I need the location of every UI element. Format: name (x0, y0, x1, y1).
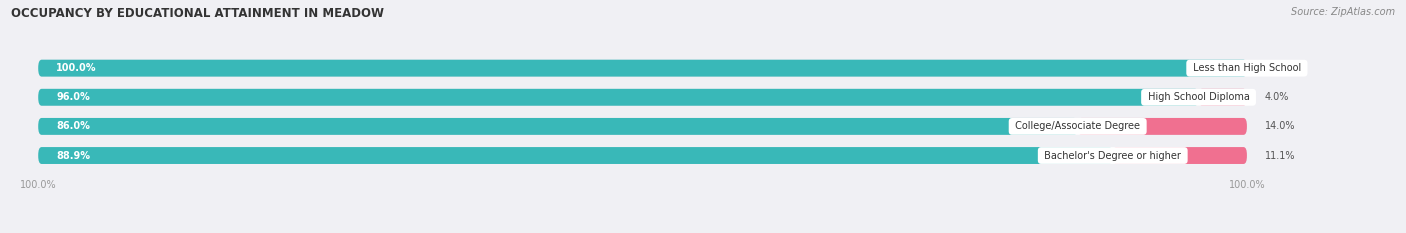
FancyBboxPatch shape (38, 60, 1247, 77)
Text: 11.1%: 11.1% (1265, 151, 1295, 161)
FancyBboxPatch shape (38, 60, 1247, 77)
FancyBboxPatch shape (1112, 147, 1247, 164)
FancyBboxPatch shape (38, 89, 1247, 106)
Text: 86.0%: 86.0% (56, 121, 90, 131)
FancyBboxPatch shape (38, 118, 1077, 135)
Text: OCCUPANCY BY EDUCATIONAL ATTAINMENT IN MEADOW: OCCUPANCY BY EDUCATIONAL ATTAINMENT IN M… (11, 7, 384, 20)
FancyBboxPatch shape (38, 89, 1198, 106)
FancyBboxPatch shape (1077, 118, 1247, 135)
Text: 100.0%: 100.0% (20, 180, 56, 190)
Text: High School Diploma: High School Diploma (1144, 92, 1253, 102)
Text: 100.0%: 100.0% (56, 63, 97, 73)
Text: 100.0%: 100.0% (1229, 180, 1265, 190)
Text: College/Associate Degree: College/Associate Degree (1012, 121, 1143, 131)
Text: Less than High School: Less than High School (1189, 63, 1305, 73)
Text: 96.0%: 96.0% (56, 92, 90, 102)
FancyBboxPatch shape (1198, 89, 1247, 106)
Text: 88.9%: 88.9% (56, 151, 90, 161)
Text: Bachelor's Degree or higher: Bachelor's Degree or higher (1042, 151, 1184, 161)
Text: Source: ZipAtlas.com: Source: ZipAtlas.com (1291, 7, 1395, 17)
Text: 4.0%: 4.0% (1265, 92, 1289, 102)
FancyBboxPatch shape (38, 147, 1112, 164)
FancyBboxPatch shape (38, 147, 1247, 164)
Text: 14.0%: 14.0% (1265, 121, 1295, 131)
FancyBboxPatch shape (38, 118, 1247, 135)
Text: 0.0%: 0.0% (1265, 63, 1289, 73)
